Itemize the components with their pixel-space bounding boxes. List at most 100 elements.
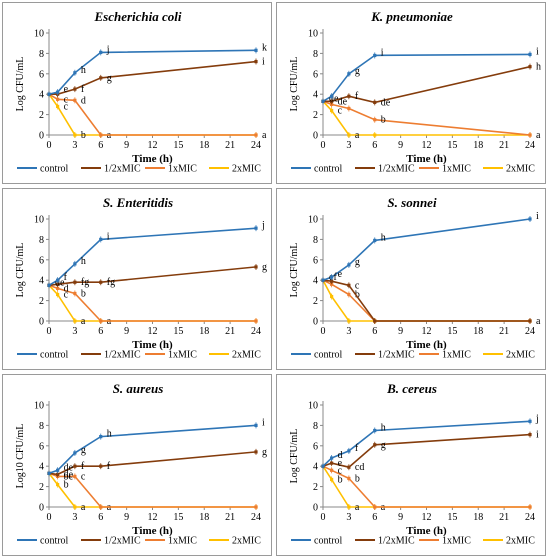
x-tick-label: 12 <box>422 512 432 523</box>
data-label: cd <box>355 462 364 473</box>
legend-label: 2xMIC <box>232 536 261 547</box>
x-axis-label: Time (h) <box>132 153 173 165</box>
y-tick-label: 10 <box>34 401 44 412</box>
y-tick-label: 4 <box>313 90 318 101</box>
y-tick-label: 6 <box>39 69 44 80</box>
legend-label: 1/2xMIC <box>378 350 415 361</box>
x-axis-label: Time (h) <box>406 339 447 351</box>
data-label: j <box>106 44 110 55</box>
legend-label: 1xMIC <box>442 536 471 547</box>
legend-label: 2xMIC <box>232 350 261 361</box>
x-tick-label: 18 <box>473 512 483 523</box>
data-label: b <box>81 130 86 141</box>
x-tick-label: 6 <box>372 512 377 523</box>
data-label: a <box>355 130 360 141</box>
data-label: i <box>381 47 384 58</box>
x-tick-label: 3 <box>72 512 77 523</box>
x-tick-label: 21 <box>499 140 509 151</box>
data-label: d <box>338 450 343 461</box>
y-tick-label: 4 <box>39 276 44 287</box>
y-tick-label: 0 <box>39 131 44 142</box>
x-tick-label: 12 <box>422 140 432 151</box>
data-label: f <box>107 461 111 472</box>
data-label: a <box>81 316 86 327</box>
legend-label: control <box>40 536 69 547</box>
x-tick-label: 9 <box>398 326 403 337</box>
x-axis-label: Time (h) <box>132 339 173 351</box>
x-tick-label: 9 <box>124 326 129 337</box>
data-label: f <box>64 272 68 283</box>
x-tick-label: 0 <box>47 512 52 523</box>
x-tick-label: 24 <box>251 140 261 151</box>
data-label: g <box>355 257 360 268</box>
x-tick-label: 18 <box>199 512 209 523</box>
y-tick-label: 6 <box>39 441 44 452</box>
x-tick-label: 15 <box>173 512 183 523</box>
data-label: g <box>262 262 267 273</box>
y-tick-label: 8 <box>39 235 44 246</box>
chart-title: B. cereus <box>386 381 437 396</box>
y-tick-label: 10 <box>308 29 318 40</box>
x-tick-label: 9 <box>398 512 403 523</box>
data-label: h <box>81 65 86 76</box>
data-label: e <box>64 84 69 95</box>
x-tick-label: 15 <box>173 326 183 337</box>
data-label: h <box>81 256 86 267</box>
legend-label: 1xMIC <box>168 164 197 175</box>
x-tick-label: 24 <box>251 512 261 523</box>
legend-label: 1xMIC <box>168 350 197 361</box>
data-label: c <box>64 289 69 300</box>
legend-label: control <box>314 350 343 361</box>
x-tick-label: 24 <box>525 140 535 151</box>
data-label: de <box>55 277 65 288</box>
x-tick-label: 18 <box>199 140 209 151</box>
y-tick-label: 8 <box>39 421 44 432</box>
x-tick-label: 12 <box>148 140 158 151</box>
x-tick-label: 3 <box>346 512 351 523</box>
x-tick-label: 15 <box>447 512 457 523</box>
x-tick-label: 0 <box>321 140 326 151</box>
data-label: j <box>535 413 539 424</box>
y-tick-label: 8 <box>313 421 318 432</box>
y-tick-label: 2 <box>39 110 44 121</box>
legend-label: 2xMIC <box>506 164 535 175</box>
legend-label: 1/2xMIC <box>104 536 141 547</box>
data-label: c <box>64 101 69 112</box>
x-tick-label: 18 <box>199 326 209 337</box>
data-label: k <box>262 42 267 53</box>
x-tick-label: 12 <box>422 326 432 337</box>
legend-label: 1xMIC <box>168 536 197 547</box>
data-label: d <box>64 283 69 294</box>
y-axis-label: Log10 CFU/mL <box>15 424 26 489</box>
y-tick-label: 8 <box>313 49 318 60</box>
chart-title: K. pneumoniae <box>370 9 453 24</box>
data-label: e <box>338 458 343 469</box>
y-tick-label: 0 <box>39 317 44 328</box>
x-tick-label: 3 <box>72 140 77 151</box>
chart-panel: S. Enteritidis 0 2 4 6 8 10 0 3 6 9 12 15 18 21 24 Time … <box>2 188 272 370</box>
legend-label: 2xMIC <box>506 536 535 547</box>
chart-title: Escherichia coli <box>93 9 181 24</box>
data-label: a <box>536 316 541 327</box>
data-label: bc <box>64 471 74 482</box>
data-label: h <box>381 423 386 434</box>
data-label: fg <box>81 277 89 288</box>
data-label: i <box>536 430 539 441</box>
x-tick-label: 18 <box>473 140 483 151</box>
data-label: c <box>64 94 69 105</box>
data-label: h <box>107 429 112 440</box>
data-label: g <box>107 73 112 84</box>
y-tick-label: 8 <box>39 49 44 60</box>
x-tick-label: 6 <box>98 326 103 337</box>
legend-label: 1/2xMIC <box>378 536 415 547</box>
data-label: e <box>338 269 343 280</box>
y-tick-label: 4 <box>39 462 44 473</box>
data-label: b <box>338 474 343 485</box>
chart-title: S. Enteritidis <box>103 195 173 210</box>
legend-label: 1xMIC <box>442 164 471 175</box>
